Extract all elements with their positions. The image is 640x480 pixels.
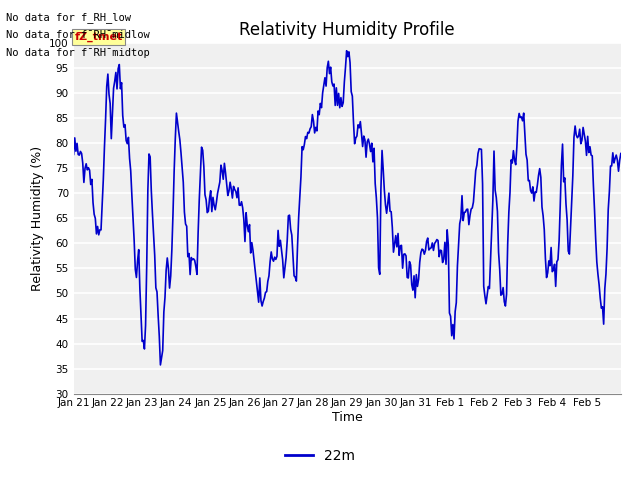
- Text: No data for f¯RH¯midtop: No data for f¯RH¯midtop: [6, 48, 150, 59]
- Text: No data for f_RH_low: No data for f_RH_low: [6, 12, 131, 23]
- X-axis label: Time: Time: [332, 411, 363, 424]
- Text: fZ_tmet: fZ_tmet: [74, 32, 122, 42]
- Title: Relativity Humidity Profile: Relativity Humidity Profile: [239, 21, 455, 39]
- Text: No data for f¯RH¯midlow: No data for f¯RH¯midlow: [6, 30, 150, 40]
- Y-axis label: Relativity Humidity (%): Relativity Humidity (%): [31, 146, 44, 291]
- Legend: 22m: 22m: [280, 443, 360, 468]
